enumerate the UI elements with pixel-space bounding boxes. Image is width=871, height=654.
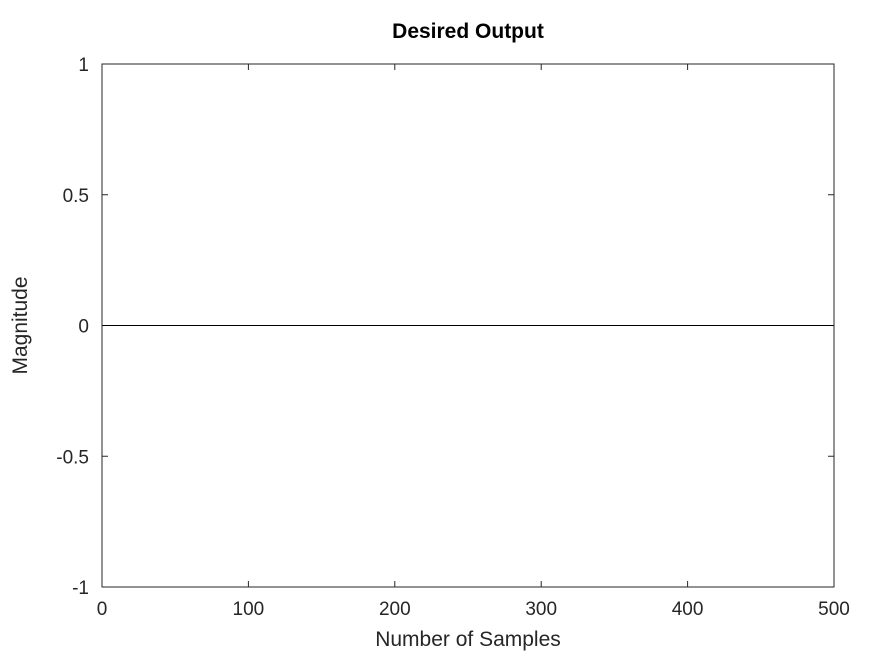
y-tick-label: -1 (72, 578, 89, 599)
y-tick-label: -0.5 (56, 447, 89, 468)
y-axis-label: Magnitude (9, 276, 32, 374)
tick-labels-group: 0 100 200 300 400 500 -1 -0.5 0 0.5 1 (56, 55, 850, 620)
x-tick-label: 500 (818, 599, 850, 620)
x-tick-label: 0 (97, 599, 108, 620)
y-tick-label: 0.5 (63, 186, 89, 207)
x-axis-label: Number of Samples (375, 628, 561, 651)
y-tick-label: 1 (78, 55, 89, 76)
x-tick-label: 200 (379, 599, 411, 620)
x-tick-label: 400 (672, 599, 704, 620)
x-tick-label: 100 (233, 599, 265, 620)
x-tick-label: 300 (525, 599, 557, 620)
chart-title: Desired Output (392, 20, 544, 43)
plot-frame (101, 63, 835, 588)
y-tick-label: 0 (78, 317, 89, 338)
